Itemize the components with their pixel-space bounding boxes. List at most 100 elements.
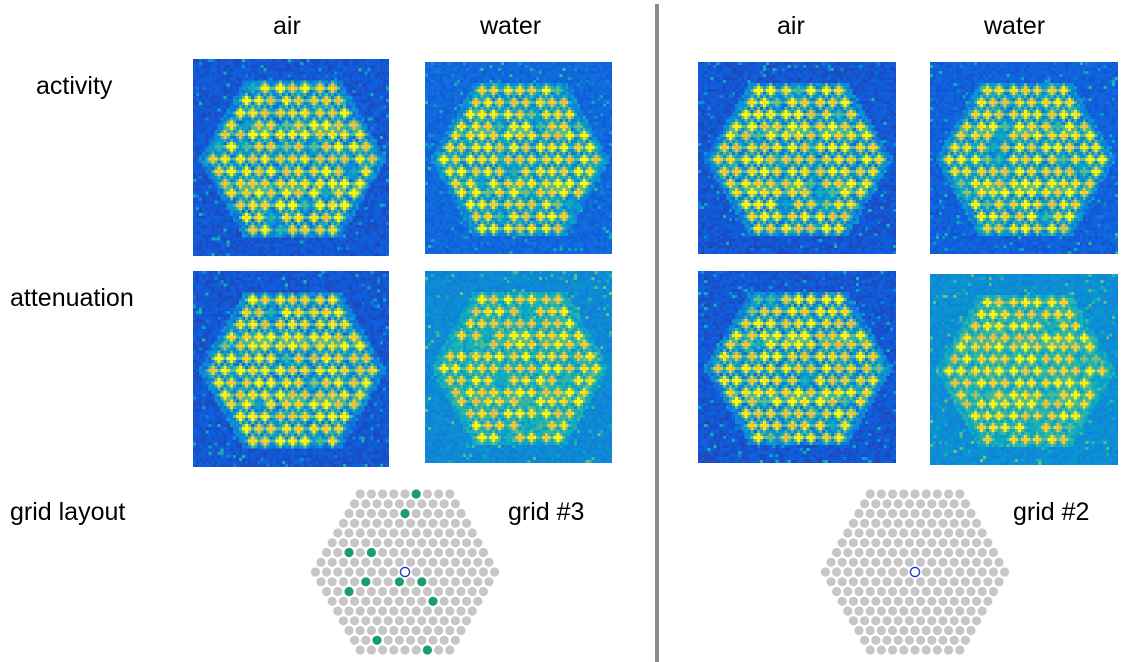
grid-dot <box>966 547 976 558</box>
grid-dot <box>960 616 970 626</box>
grid-dot <box>916 538 926 548</box>
grid-dot <box>832 567 842 577</box>
grid-dot <box>322 567 332 577</box>
grid-dot <box>350 577 360 587</box>
grid-highlight-dot <box>400 508 410 519</box>
grid-layout-right-diagram <box>820 489 1010 655</box>
grid-dot <box>854 625 864 636</box>
grid-dot <box>456 508 466 519</box>
grid-dot <box>389 586 399 597</box>
grid-dot <box>988 547 998 558</box>
grid-dot <box>927 635 937 645</box>
grid-dot <box>439 596 449 606</box>
grid-dot <box>406 577 416 587</box>
grid-dot <box>439 616 449 626</box>
grid-dot <box>854 606 864 616</box>
grid-dot <box>966 567 976 577</box>
grid-dot <box>406 635 416 645</box>
grid-dot <box>478 586 488 597</box>
grid-dot <box>972 538 982 548</box>
grid-dot <box>955 547 965 558</box>
grid-dot <box>848 538 858 548</box>
grid-dot <box>333 606 343 616</box>
grid-dot <box>338 596 348 606</box>
grid-dot <box>977 528 987 538</box>
grid-dot <box>882 616 892 626</box>
grid-dot <box>832 586 842 597</box>
grid-dot <box>428 635 438 645</box>
grid-dot <box>899 606 909 616</box>
grid-dot <box>355 528 365 538</box>
grid-dot <box>837 577 847 587</box>
grid-dot <box>949 557 959 567</box>
grid-dot <box>434 625 444 636</box>
grid-dot <box>394 635 404 645</box>
grid-dot <box>422 508 432 519</box>
grid-dot <box>966 508 976 519</box>
grid-dot <box>876 508 886 519</box>
grid-dot <box>955 625 965 636</box>
grid-dot <box>462 616 472 626</box>
grid-dot <box>876 606 886 616</box>
grid-dot <box>865 489 875 499</box>
grid-dot <box>927 616 937 626</box>
grid-dot <box>333 567 343 577</box>
attenuation-air-right-image <box>698 271 896 463</box>
grid-dot <box>439 538 449 548</box>
grid-dot <box>938 577 948 587</box>
grid-dot <box>932 625 942 636</box>
grid-dot <box>966 528 976 538</box>
grid-dot <box>450 635 460 645</box>
grid-dot <box>966 606 976 616</box>
grid-dot <box>467 567 477 577</box>
grid-dot <box>938 635 948 645</box>
grid-highlight-dot <box>411 489 421 499</box>
grid-dot <box>389 645 399 655</box>
grid-dot <box>949 499 959 509</box>
grid-dot <box>439 557 449 567</box>
attenuation-water-left-image <box>425 271 612 463</box>
grid-dot <box>411 528 421 538</box>
grid-dot <box>949 616 959 626</box>
grid-dot <box>378 625 388 636</box>
grid-dot <box>355 489 365 499</box>
grid-dot <box>366 606 376 616</box>
grid-dot <box>422 567 432 577</box>
grid-dot <box>876 489 886 499</box>
grid-dot <box>938 518 948 528</box>
grid-dot <box>366 645 376 655</box>
grid-dot <box>344 625 354 636</box>
grid-dot <box>860 499 870 509</box>
grid-dot <box>389 508 399 519</box>
grid-dot <box>394 518 404 528</box>
grid-dot <box>949 635 959 645</box>
grid-dot <box>378 567 388 577</box>
grid-dot <box>389 567 399 577</box>
grid-dot <box>921 508 931 519</box>
grid-dot <box>983 538 993 548</box>
grid-dot <box>322 586 332 597</box>
grid-dot <box>916 557 926 567</box>
grid-dot <box>871 518 881 528</box>
grid-dot <box>904 577 914 587</box>
grid-dot <box>949 577 959 587</box>
grid-highlight-dot <box>428 596 438 606</box>
grid-dot <box>445 606 455 616</box>
grid-dot <box>893 616 903 626</box>
grid-dot <box>854 567 864 577</box>
grid-dot <box>837 557 847 567</box>
grid-dot <box>327 538 337 548</box>
grid-dot <box>372 577 382 587</box>
grid-dot <box>378 489 388 499</box>
grid-dot <box>876 528 886 538</box>
grid-dot <box>394 538 404 548</box>
grid-dot <box>372 499 382 509</box>
grid-dot <box>344 508 354 519</box>
grid-dot <box>854 586 864 597</box>
grid-dot <box>966 586 976 597</box>
grid-dot <box>955 567 965 577</box>
grid-dot <box>972 518 982 528</box>
grid-dot <box>960 518 970 528</box>
grid-dot <box>434 508 444 519</box>
grid-dot <box>450 538 460 548</box>
